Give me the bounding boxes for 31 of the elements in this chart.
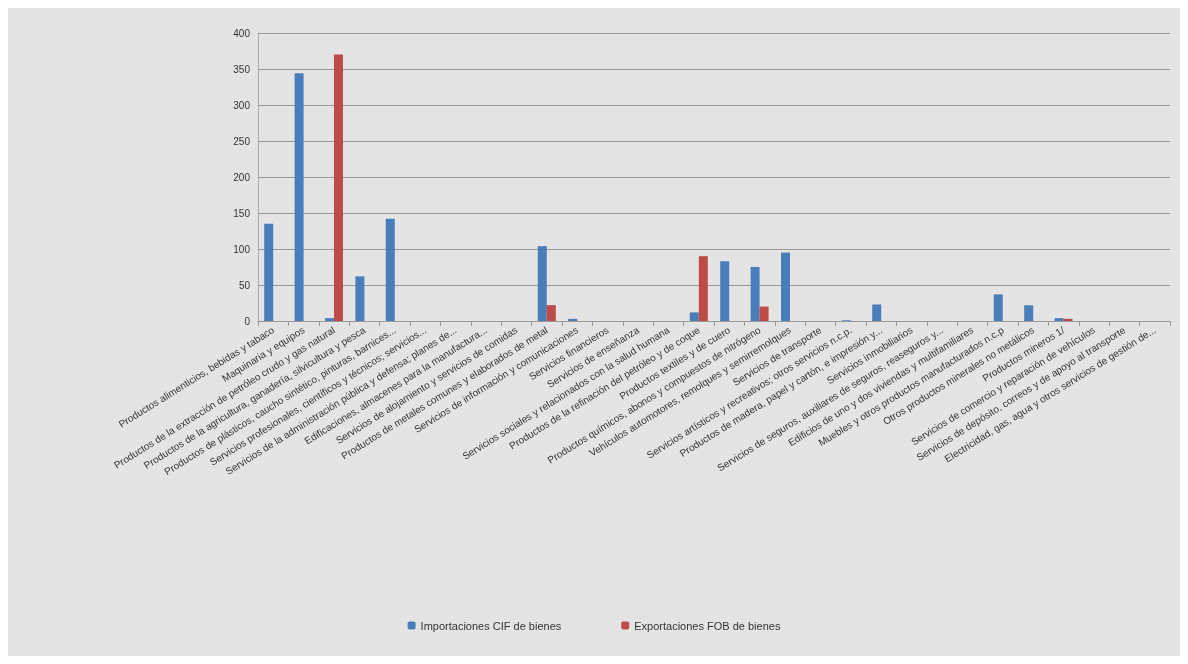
- bar: [264, 223, 274, 321]
- bar: [294, 73, 304, 321]
- y-tick-label: 150: [233, 207, 251, 219]
- y-tick-label: 50: [238, 279, 251, 291]
- bar: [537, 246, 547, 321]
- bar: [546, 305, 556, 321]
- y-tick-label: 300: [233, 99, 251, 111]
- bar: [1063, 318, 1073, 321]
- y-tick-label: 100: [233, 243, 251, 255]
- y-tick-label: 250: [233, 135, 251, 147]
- bar: [568, 318, 578, 321]
- bar: [872, 304, 882, 321]
- bar: [698, 256, 708, 321]
- bar: [1054, 318, 1064, 321]
- y-tick-label: 400: [233, 27, 251, 39]
- y-tick-label: 200: [233, 171, 251, 183]
- bar: [720, 261, 730, 321]
- y-tick-label: 0: [244, 315, 251, 327]
- bar: [1024, 305, 1034, 321]
- bar: [750, 267, 760, 321]
- bar: [993, 294, 1003, 321]
- bar: [334, 54, 343, 321]
- legend-label: Exportaciones FOB de bienes: [634, 619, 781, 632]
- bar: [759, 306, 769, 321]
- bar: [385, 218, 395, 321]
- legend-label: Importaciones CIF de bienes: [420, 619, 562, 632]
- y-tick-label: 350: [233, 63, 251, 75]
- bar: [325, 318, 334, 321]
- bar: [355, 276, 365, 321]
- bar: [781, 252, 790, 321]
- bar: [689, 312, 699, 321]
